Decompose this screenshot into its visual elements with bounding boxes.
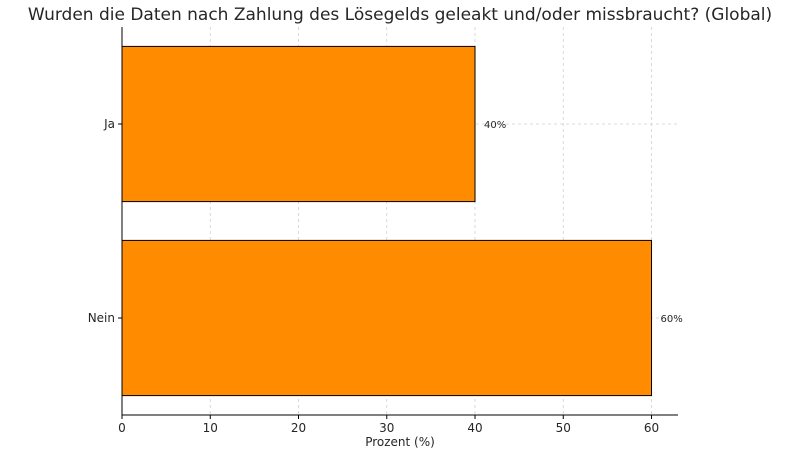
x-tick-label-4: 40 — [467, 421, 482, 435]
data-label-0: 40% — [484, 120, 506, 131]
x-tick-label-1: 10 — [203, 421, 218, 435]
bar-0 — [121, 45, 476, 203]
x-tick-label-3: 30 — [379, 421, 394, 435]
bar-layer: 40% 60% — [121, 45, 683, 397]
axis-layer: 0 10 20 30 40 50 60 Ja Nein — [88, 27, 678, 435]
x-axis-label: Prozent (%) — [365, 435, 435, 449]
y-tick-label-1: Nein — [88, 311, 115, 325]
chart-title: Wurden die Daten nach Zahlung des Lösege… — [27, 5, 773, 25]
x-tick-label-5: 50 — [556, 421, 571, 435]
x-tick-label-2: 20 — [291, 421, 306, 435]
x-tick-label-6: 60 — [644, 421, 659, 435]
x-tick-label-0: 0 — [118, 421, 126, 435]
y-tick-label-0: Ja — [103, 117, 115, 131]
data-label-1: 60% — [661, 314, 683, 325]
bar-1 — [121, 239, 653, 397]
